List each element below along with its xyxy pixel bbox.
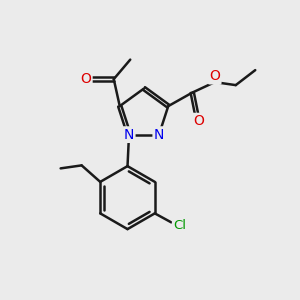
Text: O: O (80, 72, 91, 86)
Text: N: N (124, 128, 134, 142)
Text: Cl: Cl (173, 220, 186, 232)
Text: O: O (209, 69, 220, 83)
Text: N: N (154, 128, 164, 142)
Text: O: O (193, 114, 204, 128)
